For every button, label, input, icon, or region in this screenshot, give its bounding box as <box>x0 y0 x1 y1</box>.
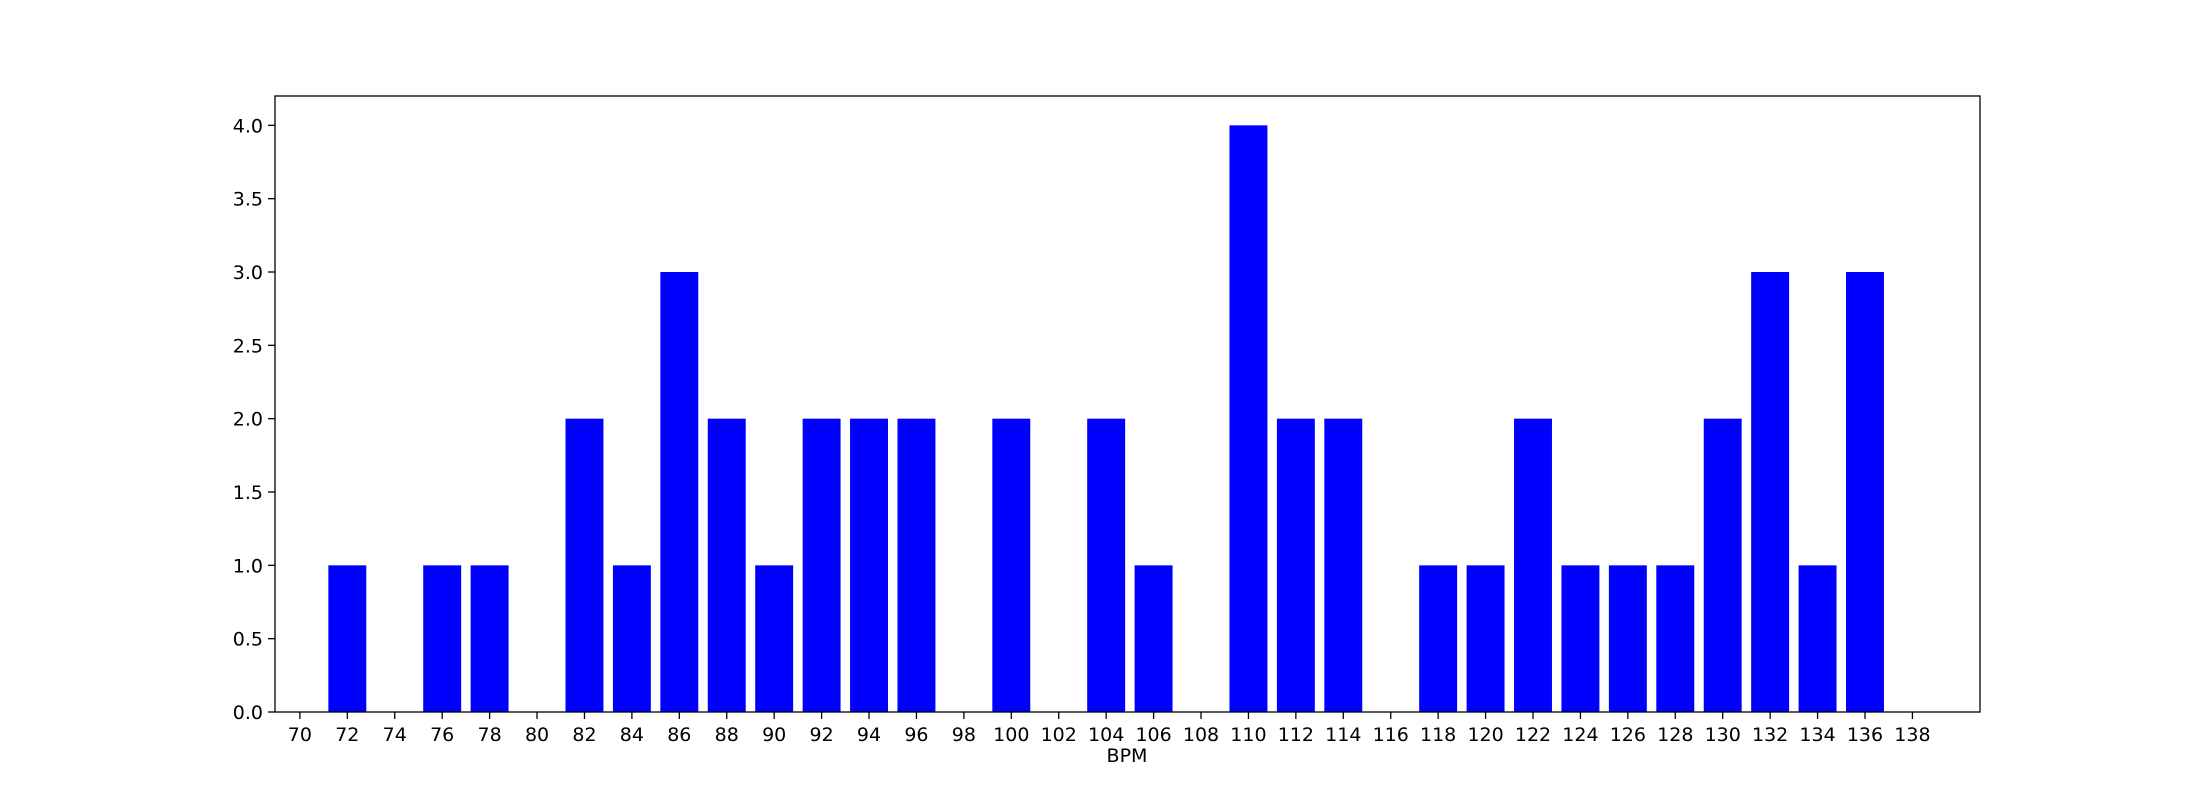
x-tick-label: 72 <box>335 724 359 746</box>
bar-82 <box>565 418 604 712</box>
x-tick-label: 122 <box>1515 724 1551 746</box>
bar-118 <box>1419 565 1458 712</box>
plot-frame <box>274 95 1981 713</box>
y-tick-label: 1.0 <box>233 555 263 577</box>
x-tick-label: 116 <box>1373 724 1409 746</box>
y-tick-label: 3.5 <box>233 189 263 211</box>
x-tick-label: 100 <box>993 724 1029 746</box>
x-tick-label: 94 <box>857 724 881 746</box>
y-tick-label: 4.0 <box>233 115 263 137</box>
x-axis: 70 72 74 76 78 80 82 84 86 88 90 92 94 96 98 100 102 104 1… <box>288 712 1931 746</box>
x-tick-label: 114 <box>1325 724 1361 746</box>
bar-86 <box>660 272 699 712</box>
x-tick-label: 102 <box>1041 724 1077 746</box>
bar-132 <box>1751 272 1790 712</box>
x-tick-label: 138 <box>1894 724 1930 746</box>
x-tick-label: 126 <box>1610 724 1646 746</box>
y-axis: 0.0 0.5 1.0 1.5 2.0 2.5 3.0 3.5 4.0 <box>233 115 275 724</box>
bar-124 <box>1561 565 1600 712</box>
x-tick-label: 134 <box>1799 724 1835 746</box>
x-tick-label: 110 <box>1230 724 1266 746</box>
bar-136 <box>1846 272 1884 712</box>
x-tick-label: 80 <box>525 724 549 746</box>
bar-88 <box>707 418 746 712</box>
y-tick-label: 0.0 <box>233 702 263 724</box>
x-tick-label: 82 <box>572 724 596 746</box>
bar-110 <box>1229 125 1268 713</box>
x-tick-label: 118 <box>1420 724 1456 746</box>
y-tick-label: 3.0 <box>233 262 263 284</box>
x-tick-label: 106 <box>1135 724 1171 746</box>
x-tick-label: 90 <box>762 724 786 746</box>
bar-128 <box>1656 565 1695 712</box>
bar-72 <box>328 565 367 712</box>
bar-76 <box>423 565 462 712</box>
bar-106 <box>1134 565 1173 712</box>
x-tick-label: 120 <box>1467 724 1503 746</box>
y-tick-label: 2.0 <box>233 409 263 431</box>
x-tick-label: 130 <box>1705 724 1741 746</box>
x-tick-label: 74 <box>383 724 407 746</box>
y-tick-label: 0.5 <box>233 629 263 651</box>
x-tick-label: 108 <box>1183 724 1219 746</box>
x-tick-label: 132 <box>1752 724 1788 746</box>
bar-96 <box>897 418 936 712</box>
bar-100 <box>992 418 1031 712</box>
x-tick-label: 86 <box>667 724 691 746</box>
x-tick-label: 104 <box>1088 724 1124 746</box>
x-tick-label: 98 <box>952 724 976 746</box>
bar-114 <box>1324 418 1363 712</box>
bar-120 <box>1466 565 1505 712</box>
bar-90 <box>755 565 794 712</box>
x-tick-label: 88 <box>715 724 739 746</box>
bar-112 <box>1276 418 1315 712</box>
bar-130 <box>1703 418 1742 712</box>
x-tick-label: 76 <box>430 724 454 746</box>
x-tick-label: 70 <box>288 724 312 746</box>
x-tick-label: 112 <box>1278 724 1314 746</box>
bar-122 <box>1514 418 1552 712</box>
y-tick-label: 1.5 <box>233 482 263 504</box>
bar-94 <box>850 418 888 712</box>
x-tick-label: 78 <box>478 724 502 746</box>
x-tick-label: 124 <box>1562 724 1598 746</box>
bar-104 <box>1087 418 1126 712</box>
x-tick-label: 84 <box>620 724 644 746</box>
x-tick-label: 92 <box>810 724 834 746</box>
bar-134 <box>1798 565 1837 712</box>
x-tick-label: 136 <box>1847 724 1883 746</box>
x-axis-title: BPM <box>1107 745 1148 767</box>
bar-92 <box>802 418 841 712</box>
bar-126 <box>1608 565 1647 712</box>
x-tick-label: 96 <box>904 724 928 746</box>
bar-84 <box>612 565 651 712</box>
x-tick-label: 128 <box>1657 724 1693 746</box>
bars-layer <box>328 125 1884 713</box>
y-tick-label: 2.5 <box>233 335 263 357</box>
bar-78 <box>470 565 509 712</box>
